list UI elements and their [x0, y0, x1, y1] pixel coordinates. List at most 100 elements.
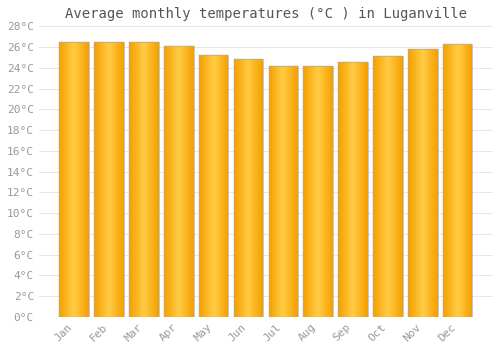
Bar — [395, 56, 396, 317]
Bar — [284, 66, 286, 317]
Bar — [470, 44, 472, 317]
Bar — [328, 66, 329, 317]
Bar — [98, 42, 99, 317]
Bar — [398, 56, 399, 317]
Bar — [60, 42, 62, 317]
Bar — [164, 46, 165, 317]
Bar — [466, 44, 468, 317]
Bar — [417, 49, 418, 317]
Bar — [260, 60, 262, 317]
Bar — [76, 42, 77, 317]
Bar — [276, 66, 278, 317]
Bar — [78, 42, 79, 317]
Bar — [391, 56, 392, 317]
Bar — [310, 66, 312, 317]
Bar — [101, 42, 102, 317]
Bar — [421, 49, 422, 317]
Bar — [135, 42, 136, 317]
Bar — [157, 42, 158, 317]
Bar — [238, 60, 240, 317]
Bar — [234, 60, 236, 317]
Bar — [134, 42, 135, 317]
Bar — [399, 56, 400, 317]
Bar — [377, 56, 378, 317]
Bar — [412, 49, 413, 317]
Bar — [358, 62, 359, 317]
Bar — [373, 56, 402, 317]
Bar — [180, 46, 181, 317]
Bar — [256, 60, 258, 317]
Bar — [415, 49, 416, 317]
Bar — [364, 62, 365, 317]
Bar — [446, 44, 448, 317]
Bar — [244, 60, 246, 317]
Bar — [140, 42, 141, 317]
Bar — [386, 56, 387, 317]
Bar — [468, 44, 469, 317]
Bar — [460, 44, 462, 317]
Bar — [206, 55, 208, 317]
Bar — [224, 55, 226, 317]
Bar — [312, 66, 314, 317]
Bar — [365, 62, 366, 317]
Bar — [294, 66, 295, 317]
Bar — [254, 60, 256, 317]
Bar — [317, 66, 318, 317]
Bar — [393, 56, 394, 317]
Bar — [62, 42, 64, 317]
Bar — [156, 42, 157, 317]
Bar — [344, 62, 345, 317]
Bar — [445, 44, 446, 317]
Bar — [258, 60, 260, 317]
Bar — [139, 42, 140, 317]
Bar — [99, 42, 100, 317]
Bar — [110, 42, 111, 317]
Bar — [458, 44, 460, 317]
Bar — [66, 42, 68, 317]
Bar — [82, 42, 83, 317]
Bar — [338, 62, 339, 317]
Bar — [165, 46, 166, 317]
Bar — [323, 66, 324, 317]
Bar — [226, 55, 228, 317]
Bar — [222, 55, 224, 317]
Bar — [167, 46, 168, 317]
Bar — [152, 42, 153, 317]
Bar — [164, 46, 194, 317]
Bar — [349, 62, 350, 317]
Bar — [133, 42, 134, 317]
Bar — [296, 66, 297, 317]
Bar — [378, 56, 379, 317]
Bar — [288, 66, 290, 317]
Bar — [348, 62, 349, 317]
Bar — [367, 62, 368, 317]
Bar — [170, 46, 171, 317]
Bar — [464, 44, 466, 317]
Bar — [448, 44, 450, 317]
Bar — [418, 49, 419, 317]
Bar — [397, 56, 398, 317]
Bar — [382, 56, 383, 317]
Bar — [416, 49, 417, 317]
Bar — [102, 42, 103, 317]
Bar — [60, 42, 89, 317]
Bar — [430, 49, 432, 317]
Bar — [329, 66, 330, 317]
Bar — [107, 42, 108, 317]
Bar — [138, 42, 139, 317]
Bar — [362, 62, 363, 317]
Bar — [351, 62, 352, 317]
Title: Average monthly temperatures (°C ) in Luganville: Average monthly temperatures (°C ) in Lu… — [65, 7, 467, 21]
Bar — [105, 42, 106, 317]
Bar — [316, 66, 317, 317]
Bar — [203, 55, 204, 317]
Bar — [408, 49, 409, 317]
Bar — [356, 62, 357, 317]
Bar — [280, 66, 281, 317]
Bar — [352, 62, 353, 317]
Bar — [166, 46, 167, 317]
Bar — [373, 56, 374, 317]
Bar — [387, 56, 388, 317]
Bar — [274, 66, 276, 317]
Bar — [113, 42, 114, 317]
